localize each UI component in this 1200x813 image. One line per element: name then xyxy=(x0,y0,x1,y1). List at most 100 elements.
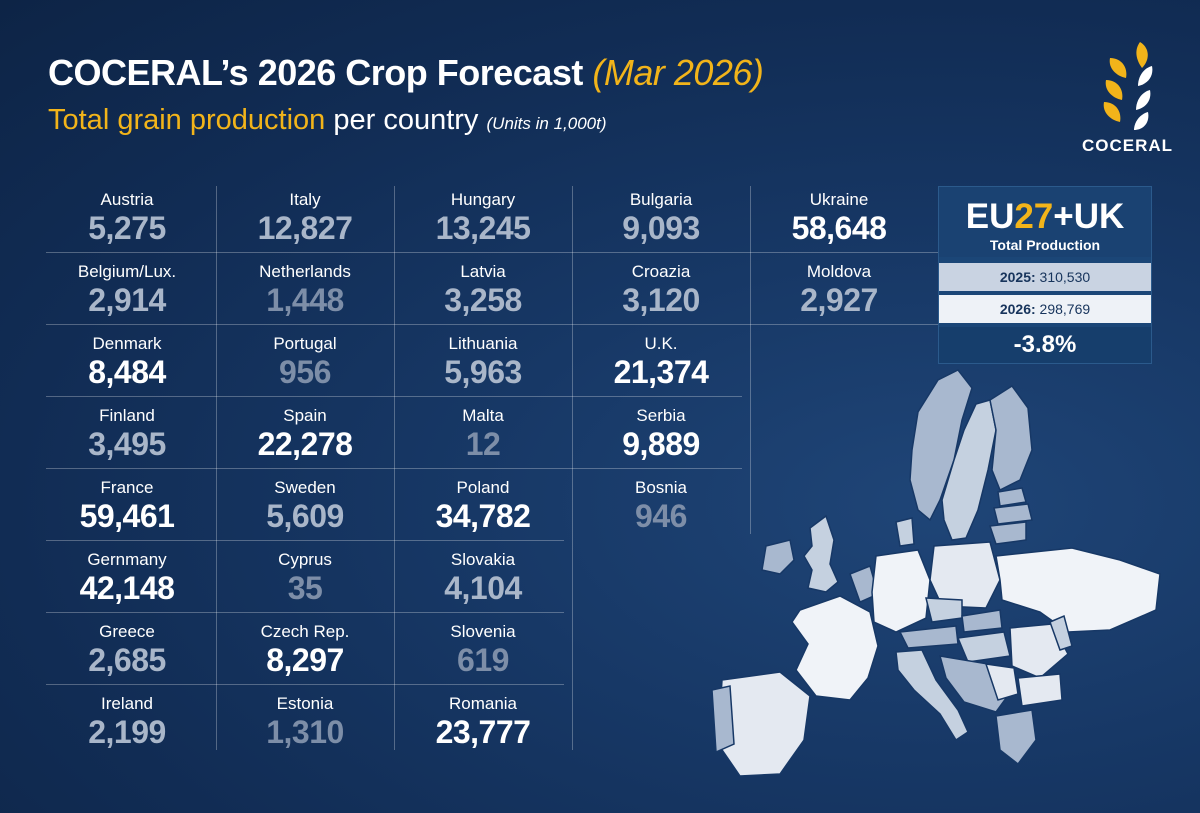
country-value: 22,278 xyxy=(257,426,353,462)
map-estonia xyxy=(997,487,1027,507)
country-cell: Slovenia 619 xyxy=(394,612,572,684)
country-name: Netherlands xyxy=(259,262,351,281)
country-cell: Finland 3,495 xyxy=(38,396,216,468)
subtitle-highlight: Total grain production xyxy=(48,104,326,136)
summary-label: Total Production xyxy=(989,237,1101,253)
country-value: 1,448 xyxy=(266,282,344,318)
map-denmark xyxy=(895,517,915,547)
grid-line xyxy=(216,186,217,750)
logo-text: COCERAL xyxy=(1082,136,1174,155)
country-value: 2,927 xyxy=(800,282,878,318)
country-cell: Malta 12 xyxy=(394,396,572,468)
country-value: 12,827 xyxy=(257,210,353,246)
country-cell: Bosnia 946 xyxy=(572,468,750,540)
grid-line xyxy=(46,612,564,613)
grid-line xyxy=(46,684,564,685)
country-value: 8,484 xyxy=(88,354,166,390)
country-cell: Hungary 13,245 xyxy=(394,180,572,252)
country-cell: Czech Rep. 8,297 xyxy=(216,612,394,684)
country-cell: Slovakia 4,104 xyxy=(394,540,572,612)
map-latvia xyxy=(993,503,1033,525)
country-name: Slovenia xyxy=(450,622,516,641)
country-cell: Austria 5,275 xyxy=(38,180,216,252)
country-name: France xyxy=(100,478,154,497)
country-name: Spain xyxy=(283,406,327,425)
country-cell: Belgium/Lux. 2,914 xyxy=(38,252,216,324)
summary-eu: EU xyxy=(965,197,1015,236)
country-name: Lithuania xyxy=(448,334,518,353)
country-name: Poland xyxy=(456,478,510,497)
europe-map xyxy=(711,369,1161,777)
country-value: 12 xyxy=(465,426,501,462)
map-germany xyxy=(871,549,931,633)
grid-line xyxy=(46,324,960,325)
grid-line xyxy=(572,186,573,750)
map-greece xyxy=(995,709,1037,766)
country-cell: Moldova 2,927 xyxy=(750,252,928,324)
country-name: Austria xyxy=(100,190,154,209)
grid-line xyxy=(46,468,742,469)
country-name: Malta xyxy=(462,406,504,425)
country-cell: Denmark 8,484 xyxy=(38,324,216,396)
map-austria xyxy=(898,625,959,649)
country-value: 58,648 xyxy=(791,210,887,246)
map-serbia xyxy=(984,663,1019,701)
title: COCERAL’s 2026 Crop Forecast (Mar 2026) xyxy=(48,52,764,94)
country-cell: Latvia 3,258 xyxy=(394,252,572,324)
country-value: 956 xyxy=(279,354,331,390)
country-value: 13,245 xyxy=(435,210,531,246)
country-value: 42,148 xyxy=(79,570,175,606)
row-2026-label: 2026: xyxy=(999,301,1036,317)
country-value: 619 xyxy=(457,642,509,678)
country-value: 946 xyxy=(635,498,687,534)
country-cell: Serbia 9,889 xyxy=(572,396,750,468)
country-name: Bulgaria xyxy=(629,190,693,209)
country-value: 3,120 xyxy=(622,282,700,318)
country-name: Slovakia xyxy=(450,550,516,569)
country-name: U.K. xyxy=(644,334,678,353)
country-value: 3,258 xyxy=(444,282,522,318)
country-name: Finland xyxy=(99,406,155,425)
country-value: 2,685 xyxy=(88,642,166,678)
map-france xyxy=(791,595,879,701)
subtitle-rest: per country xyxy=(333,104,479,136)
country-cell: Estonia 1,310 xyxy=(216,684,394,756)
country-cell: Bulgaria 9,093 xyxy=(572,180,750,252)
country-name: Denmark xyxy=(92,334,162,353)
country-value: 35 xyxy=(287,570,323,606)
country-name: Ukraine xyxy=(809,190,869,209)
map-moldova xyxy=(1049,614,1073,651)
summary-title: EU27+UK xyxy=(939,187,1151,237)
country-cell: Poland 34,782 xyxy=(394,468,572,540)
country-name: Hungary xyxy=(450,190,516,209)
map-portugal xyxy=(711,685,735,754)
country-name: Belgium/Lux. xyxy=(77,262,177,281)
country-name: Italy xyxy=(289,190,321,209)
country-cell: Gernmany 42,148 xyxy=(38,540,216,612)
country-name: Greece xyxy=(99,622,155,641)
title-date: (Mar 2026) xyxy=(592,52,764,93)
subtitle: Total grain production per country (Unit… xyxy=(48,104,607,137)
country-cell: Portugal 956 xyxy=(216,324,394,396)
row-2025-value: 310,530 xyxy=(1039,269,1091,285)
map-sweden xyxy=(941,399,997,541)
summary-num: 27 xyxy=(1014,197,1054,236)
summary-row-2025: 2025: 310,530 xyxy=(939,263,1151,291)
country-value: 5,609 xyxy=(266,498,344,534)
map-hungary xyxy=(956,631,1011,663)
country-cell: U.K. 21,374 xyxy=(572,324,750,396)
row-2026-value: 298,769 xyxy=(1039,301,1091,317)
country-name: Serbia xyxy=(636,406,686,425)
country-cell: Netherlands 1,448 xyxy=(216,252,394,324)
country-cell: France 59,461 xyxy=(38,468,216,540)
country-name: Sweden xyxy=(274,478,336,497)
country-value: 21,374 xyxy=(613,354,709,390)
map-poland xyxy=(929,541,1001,609)
map-uk xyxy=(803,514,839,593)
country-value: 59,461 xyxy=(79,498,175,534)
country-cell: Lithuania 5,963 xyxy=(394,324,572,396)
country-cell: Ukraine 58,648 xyxy=(750,180,928,252)
country-value: 9,889 xyxy=(622,426,700,462)
country-name: Croazia xyxy=(631,262,691,281)
map-romania xyxy=(1009,623,1069,679)
